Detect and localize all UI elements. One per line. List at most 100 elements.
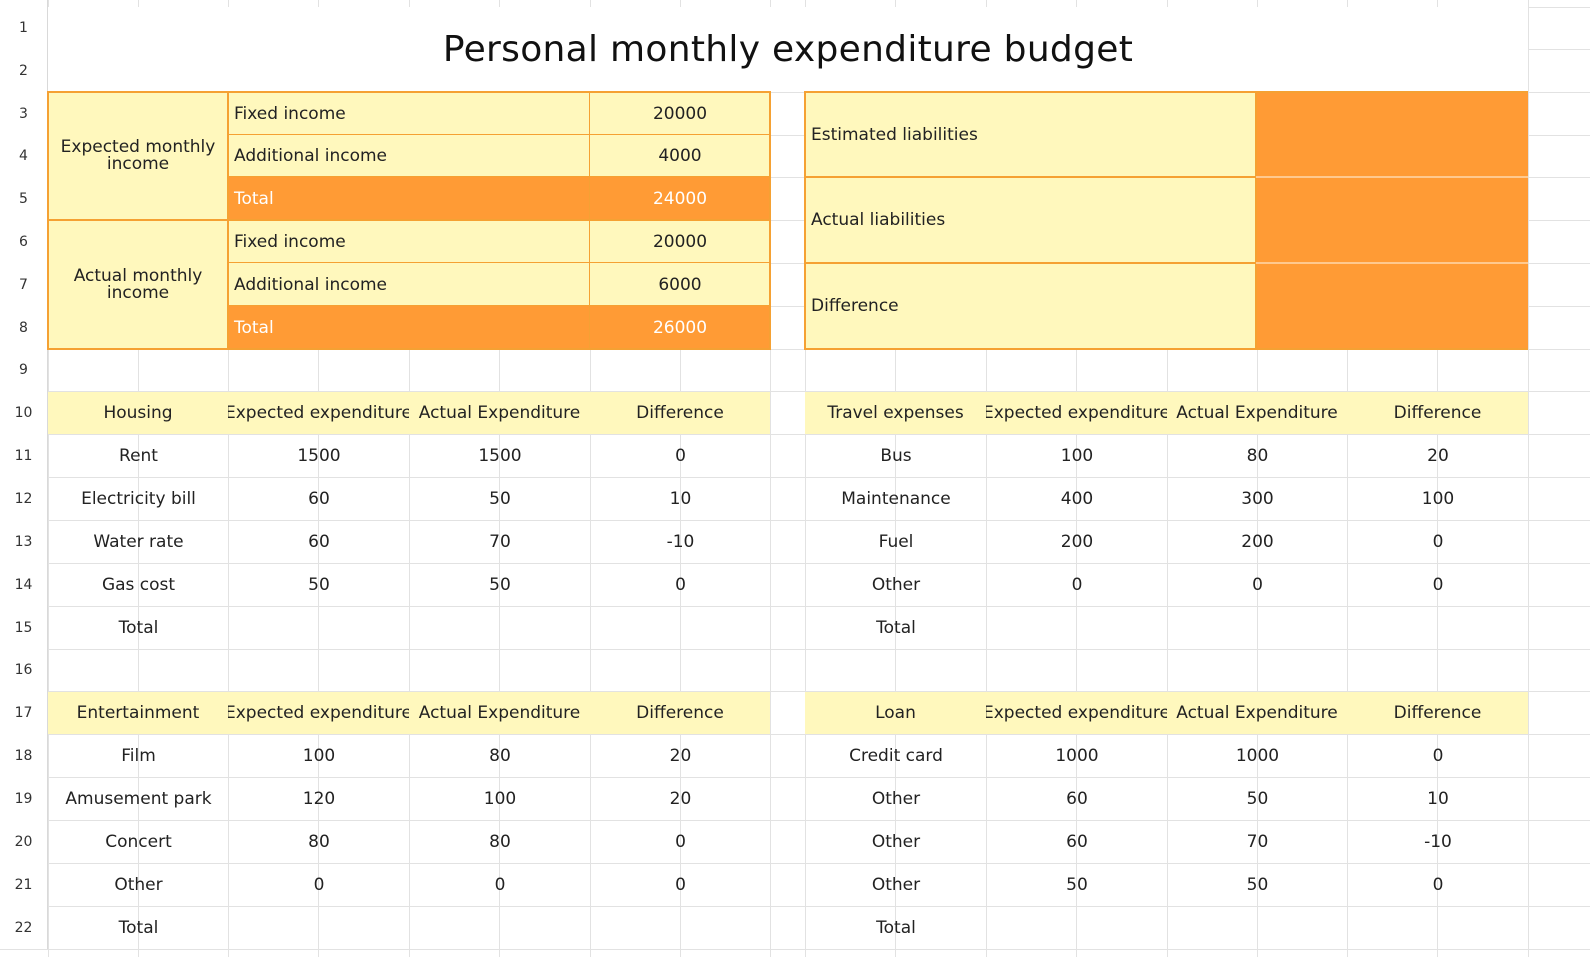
travel-header-cell[interactable]: Difference [1347,392,1528,434]
loan-table-cell[interactable]: -10 [1424,832,1452,852]
loan-table-cell[interactable]: 60 [1066,789,1088,809]
entertainment-table-cell[interactable]: Amusement park [65,789,212,809]
row-number[interactable]: 22 [0,906,48,949]
expected-total-label[interactable]: Total [228,177,590,220]
travel-table-cell[interactable]: Maintenance [841,489,951,509]
row-number[interactable]: 21 [0,863,48,906]
housing-table-cell[interactable]: 50 [308,575,330,595]
travel-table-cell[interactable]: 80 [1246,446,1269,466]
row-number[interactable]: 4 [0,135,48,177]
loan-table-cell[interactable]: Credit card [849,746,943,766]
housing-table-cell[interactable]: 70 [489,532,511,552]
housing-table-cell[interactable]: 1500 [478,446,522,466]
expected-total-value[interactable]: 24000 [590,177,770,220]
housing-table-cell[interactable]: 0 [675,446,686,466]
expected-fixed-income-label[interactable]: Fixed income [228,92,590,135]
expected-fixed-income-value[interactable]: 20000 [590,92,770,135]
housing-header-cell[interactable]: Difference [590,392,770,434]
entertainment-table-cell[interactable]: 80 [489,832,511,852]
entertainment-table-cell[interactable]: Other [114,875,163,895]
housing-header-cell[interactable]: Actual Expenditure [409,392,590,434]
row-number[interactable]: 14 [0,563,48,606]
housing-table-cell[interactable]: Gas cost [101,575,176,595]
row-number[interactable]: 12 [0,477,48,520]
entertainment-table-cell[interactable]: 0 [313,875,325,895]
liabilities-difference-label[interactable]: Difference [805,263,1256,349]
entertainment-table-cell[interactable]: 100 [302,746,336,766]
estimated-liabilities-label[interactable]: Estimated liabilities [805,92,1256,177]
row-number[interactable]: 10 [0,391,48,434]
housing-header-cell[interactable]: Expected expenditure [228,392,409,434]
travel-table-cell[interactable]: 100 [1060,446,1094,466]
travel-table-cell[interactable]: 200 [1241,532,1274,552]
housing-table-cell[interactable]: Total [118,618,159,638]
loan-header-cell[interactable]: Loan [805,692,986,734]
expected-income-label[interactable]: Expected monthly income [48,92,228,220]
row-number[interactable]: 17 [0,691,48,734]
travel-table-cell[interactable]: 200 [1060,532,1094,552]
entertainment-table-cell[interactable] [229,907,409,949]
travel-table-cell[interactable] [1348,607,1528,649]
housing-table-cell[interactable]: Water rate [93,532,184,552]
loan-table-cell[interactable]: 50 [1066,875,1088,895]
loan-table-cell[interactable]: Total [876,918,916,938]
travel-header-cell[interactable]: Expected expenditure [986,392,1167,434]
expected-additional-income-value[interactable]: 4000 [590,135,770,177]
actual-additional-income-label[interactable]: Additional income [228,263,590,306]
loan-table-cell[interactable] [1348,907,1528,949]
housing-table-cell[interactable]: Electricity bill [81,489,196,509]
actual-income-label[interactable]: Actual monthly income [48,220,228,349]
housing-table-cell[interactable] [591,607,770,649]
entertainment-header-cell[interactable]: Difference [590,692,770,734]
entertainment-table-cell[interactable] [410,907,590,949]
loan-header-cell[interactable]: Difference [1347,692,1528,734]
row-number[interactable]: 1 [0,7,48,49]
row-number[interactable]: 7 [0,263,48,306]
loan-table-cell[interactable]: 1000 [1055,746,1099,766]
row-number[interactable]: 20 [0,820,48,863]
row-number[interactable]: 13 [0,520,48,563]
travel-table-cell[interactable] [987,607,1167,649]
housing-table-cell[interactable]: 0 [675,575,686,595]
loan-table-cell[interactable]: 50 [1246,875,1269,895]
liabilities-difference-value[interactable] [1256,263,1528,349]
entertainment-table-cell[interactable]: 20 [669,789,692,809]
entertainment-table-cell[interactable] [591,907,770,949]
entertainment-table-cell[interactable]: Film [121,746,156,766]
housing-table-cell[interactable]: Rent [119,446,158,466]
entertainment-table-cell[interactable]: 0 [494,875,506,895]
loan-table-cell[interactable]: 60 [1066,832,1088,852]
loan-table-cell[interactable] [1168,907,1347,949]
entertainment-table-cell[interactable]: 0 [675,832,686,852]
estimated-liabilities-value[interactable] [1256,92,1528,177]
entertainment-header-cell[interactable]: Expected expenditure [228,692,409,734]
expected-additional-income-label[interactable]: Additional income [228,135,590,177]
travel-header-cell[interactable]: Travel expenses [805,392,986,434]
row-number[interactable]: 2 [0,49,48,92]
housing-table-cell[interactable]: 60 [308,532,330,552]
loan-table-cell[interactable] [987,907,1167,949]
travel-table-cell[interactable]: 20 [1427,446,1449,466]
loan-table-cell[interactable]: 0 [1432,875,1444,895]
actual-fixed-income-label[interactable]: Fixed income [228,220,590,263]
travel-table-cell[interactable] [1168,607,1347,649]
housing-table-cell[interactable] [410,607,590,649]
entertainment-table-cell[interactable]: 80 [489,746,511,766]
loan-table-cell[interactable]: Other [871,875,921,895]
entertainment-table-cell[interactable]: 120 [302,789,336,809]
travel-table-cell[interactable]: 0 [1071,575,1083,595]
row-number[interactable]: 9 [0,349,48,391]
row-number[interactable]: 15 [0,606,48,649]
loan-table-cell[interactable]: 1000 [1235,746,1280,766]
housing-table-cell[interactable]: 1500 [297,446,341,466]
entertainment-header-cell[interactable]: Actual Expenditure [409,692,590,734]
row-number[interactable]: 5 [0,177,48,220]
travel-table-cell[interactable]: 0 [1432,575,1444,595]
housing-table-cell[interactable]: 60 [308,489,330,509]
actual-total-label[interactable]: Total [228,306,590,349]
travel-table-cell[interactable]: 300 [1241,489,1274,509]
entertainment-table-cell[interactable]: 80 [308,832,330,852]
travel-table-cell[interactable]: 0 [1432,532,1444,552]
travel-header-cell[interactable]: Actual Expenditure [1167,392,1347,434]
housing-table-cell[interactable]: 10 [669,489,692,509]
